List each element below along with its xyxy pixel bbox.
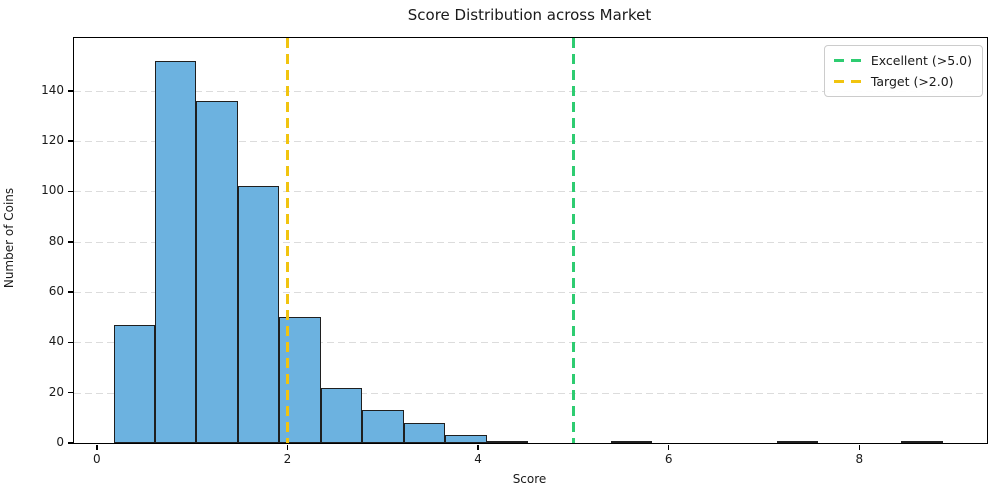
x-tick xyxy=(477,444,479,450)
x-tick xyxy=(667,444,670,450)
y-tick xyxy=(67,241,73,243)
target-line xyxy=(285,38,289,443)
chart-title: Score Distribution across Market xyxy=(407,6,652,24)
y-gridline xyxy=(74,342,987,344)
x-tick xyxy=(96,444,98,450)
y-gridline xyxy=(74,241,987,243)
histogram-bar xyxy=(320,387,363,443)
histogram-bar xyxy=(445,435,487,443)
y-tick-label: 0 xyxy=(56,435,64,449)
histogram-bar xyxy=(901,440,943,443)
y-gridline xyxy=(74,90,987,92)
y-gridline xyxy=(74,292,987,294)
y-tick xyxy=(67,90,73,92)
y-tick xyxy=(67,140,73,142)
excellent-dash-swatch xyxy=(833,59,862,62)
y-tick xyxy=(67,291,73,293)
histogram-bar xyxy=(776,440,819,443)
excellent-line xyxy=(571,38,575,443)
x-tick xyxy=(858,444,861,450)
histogram-bar xyxy=(403,422,446,443)
y-tick-label: 20 xyxy=(48,384,64,399)
y-tick-label: 80 xyxy=(48,233,64,248)
histogram-bar xyxy=(486,440,529,443)
y-tick xyxy=(67,391,73,394)
histogram-bar xyxy=(611,440,653,443)
x-tick xyxy=(286,444,289,450)
histogram-bar xyxy=(113,324,155,443)
y-tick-label: 140 xyxy=(41,82,64,97)
legend-label-target: Target (>2.0) xyxy=(870,74,954,89)
legend-item-target: Target (>2.0) xyxy=(833,74,972,89)
y-gridline xyxy=(74,191,987,193)
plot-area: Excellent (>5.0) Target (>2.0) 0 2 4 6 8 0 20 4… xyxy=(41,37,988,466)
target-dash-swatch xyxy=(833,80,862,83)
legend-label-excellent: Excellent (>5.0) xyxy=(870,53,972,68)
y-gridline xyxy=(74,392,987,394)
y-tick xyxy=(67,442,73,444)
histogram-bar xyxy=(155,60,197,443)
x-axis-label: Score xyxy=(512,472,547,486)
legend-item-excellent: Excellent (>5.0) xyxy=(833,53,972,68)
y-axis-label: Number of Coins xyxy=(2,187,16,289)
x-tick-label: 4 xyxy=(474,452,482,466)
histogram-bar xyxy=(362,410,404,443)
y-tick-label: 40 xyxy=(48,334,64,349)
y-tick-label: 120 xyxy=(41,133,64,148)
y-tick-label: 100 xyxy=(41,183,64,198)
x-tick-label: 8 xyxy=(855,452,864,466)
y-tick-label: 60 xyxy=(48,284,64,299)
y-tick xyxy=(67,190,73,193)
legend: Excellent (>5.0) Target (>2.0) xyxy=(823,45,983,97)
x-tick-label: 6 xyxy=(664,452,673,466)
x-tick-label: 2 xyxy=(283,452,292,466)
histogram-bar xyxy=(237,186,280,443)
histogram-bar xyxy=(196,100,238,443)
y-tick xyxy=(67,341,73,344)
y-gridline xyxy=(74,141,987,143)
x-tick-label: 0 xyxy=(93,452,101,466)
